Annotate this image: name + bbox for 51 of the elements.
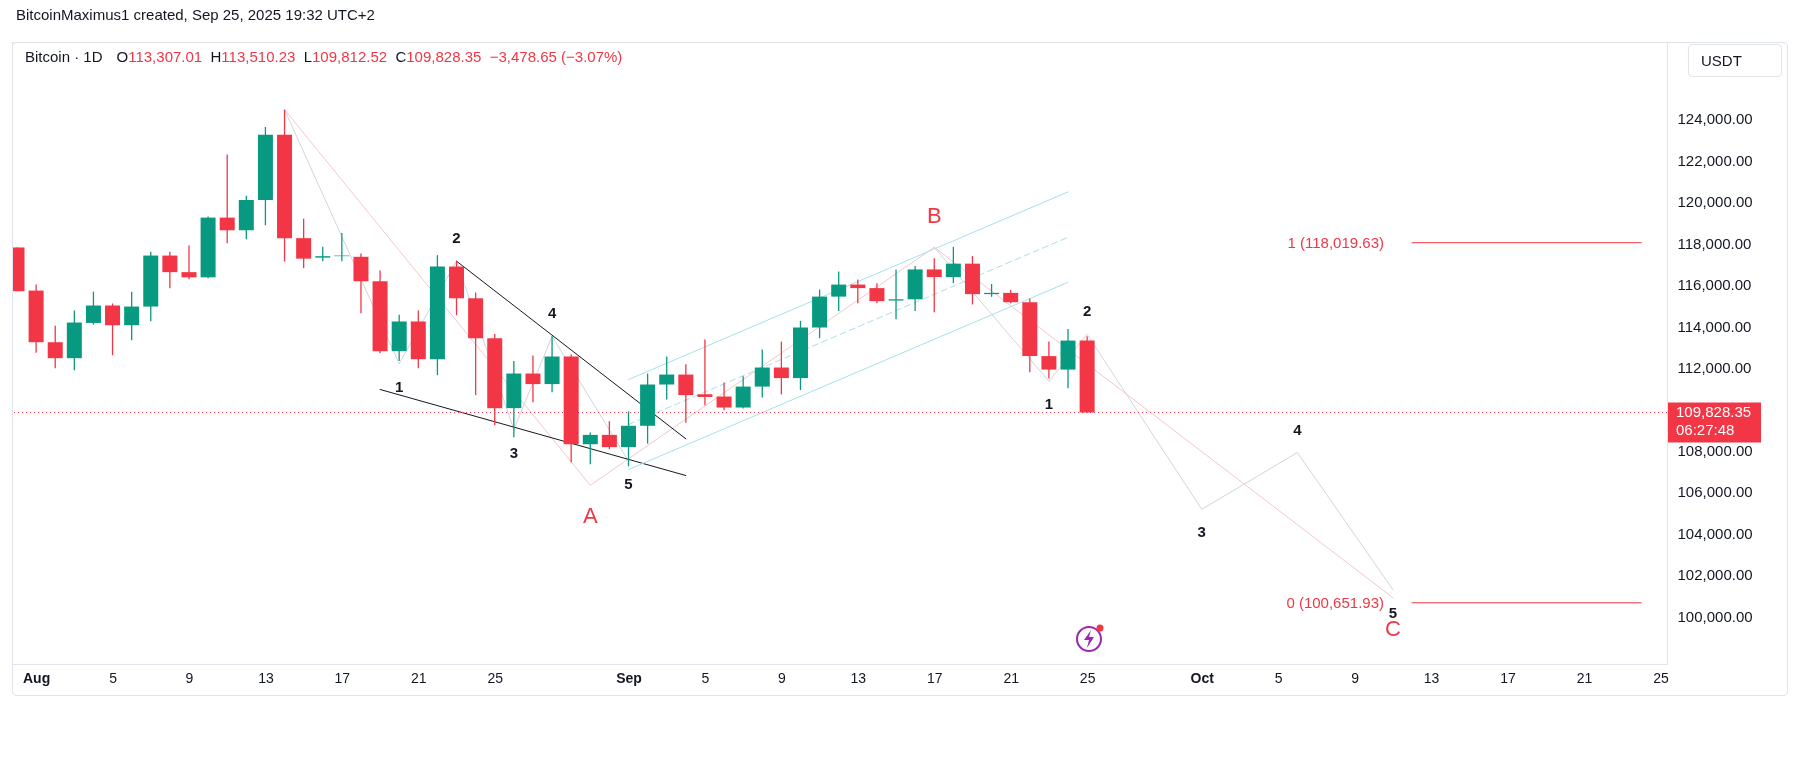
x-tick-label: 13 (850, 669, 867, 686)
annotation: 3 (1197, 523, 1206, 541)
series-label: 1 (118,019.63) (1287, 233, 1384, 251)
x-tick-label: Oct (1190, 669, 1215, 686)
annotation: 1 (1044, 395, 1054, 413)
x-tick-label: 21 (411, 669, 427, 686)
ref-line-label: 109,828.35 06:27:48 (1676, 402, 1752, 438)
x-tick-label: 21 (1003, 669, 1020, 686)
unit-box: USDT (1688, 44, 1782, 77)
x-tick-label: Sep (616, 669, 642, 686)
y-tick-label: 118,000.00 (1677, 234, 1752, 252)
annotation: 2 (1082, 302, 1092, 320)
y-tick-label: 116,000.00 (1677, 276, 1752, 294)
annotation: 3 (509, 443, 519, 461)
x-tick-label: 21 (1576, 669, 1593, 686)
text: BitcoinMaximus1 created, Sep 25, 2025 19:32 UTC+2 (16, 6, 375, 24)
y-tick-label: 102,000.00 (1677, 566, 1753, 584)
y-tick-label: 124,000.00 (1677, 110, 1753, 128)
series-label: 0 (100,651.93) (1286, 593, 1384, 611)
x-tick-label: 25 (1079, 669, 1096, 686)
annotation: 1 (395, 377, 404, 395)
x-tick-label: 17 (926, 669, 943, 686)
data-label: A (582, 503, 598, 529)
annotation: 2 (452, 229, 461, 247)
x-tick-label: 25 (1653, 669, 1669, 686)
x-tick-label: 5 (109, 669, 118, 686)
x-tick-label: 13 (1423, 669, 1440, 686)
y-tick-label: 100,000.00 (1677, 607, 1753, 625)
x-tick-label: 13 (258, 669, 274, 686)
text: O113,307.01 H113,510.23 L109,812.52 C109,828.35 −3,478.65 (−3.07%) (116, 48, 623, 65)
data-label: B (926, 203, 942, 229)
y-tick-label: 104,000.00 (1677, 524, 1753, 542)
y-tick-label: 106,000.00 (1677, 483, 1753, 501)
chart-title: Bitcoin · 1D (25, 48, 103, 65)
y-tick-label: 108,000.00 (1677, 441, 1753, 459)
x-tick-label: 9 (185, 669, 194, 686)
y-tick-label: 112,000.00 (1677, 359, 1752, 377)
x-tick-label: Aug (23, 669, 51, 686)
x-tick-label: 9 (777, 669, 786, 686)
y-tick-label: 114,000.00 (1677, 317, 1752, 335)
x-tick-label: 9 (1351, 669, 1360, 686)
x-tick-label: 5 (701, 669, 710, 686)
annotation: 5 (624, 475, 633, 493)
x-tick-label: 25 (487, 669, 504, 686)
x-tick-label: 5 (1274, 669, 1283, 686)
x-tick-label: 17 (1500, 669, 1517, 686)
annotation: 4 (547, 304, 557, 322)
y-tick-label: 120,000.00 (1677, 193, 1753, 211)
y-tick-label: 122,000.00 (1677, 151, 1753, 169)
x-tick-label: 17 (334, 669, 351, 686)
annotation: 4 (1293, 420, 1303, 438)
